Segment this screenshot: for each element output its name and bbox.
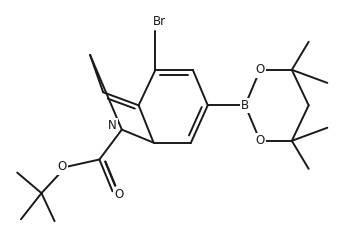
Text: O: O	[256, 63, 265, 76]
Text: Br: Br	[153, 15, 166, 28]
Text: B: B	[241, 99, 249, 112]
Text: O: O	[57, 160, 67, 173]
Text: O: O	[256, 134, 265, 147]
Text: O: O	[115, 188, 124, 201]
Text: N: N	[108, 119, 117, 132]
